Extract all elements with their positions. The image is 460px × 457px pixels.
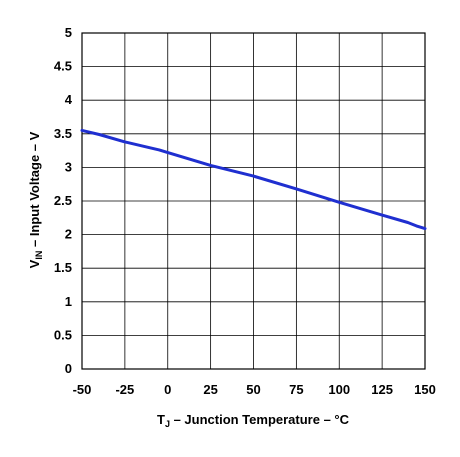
x-tick-label: 0 (164, 382, 171, 397)
y-axis-subscript: IN (34, 251, 44, 260)
x-tick-label: 150 (414, 382, 436, 397)
y-tick-label: 2 (65, 227, 72, 242)
y-axis-title: VIN – Input Voltage – V (27, 131, 44, 268)
x-tick-label: 125 (371, 382, 393, 397)
y-axis-symbol: V (27, 259, 42, 268)
y-tick-label: 2.5 (54, 193, 72, 208)
y-tick-label: 3.5 (54, 126, 72, 141)
x-tick-label: 50 (246, 382, 260, 397)
y-tick-label: 4.5 (54, 59, 72, 74)
x-tick-label: -50 (73, 382, 92, 397)
y-tick-label: 5 (65, 25, 72, 40)
y-tick-label: 0.5 (54, 327, 72, 342)
series-line-1 (80, 128, 427, 231)
y-tick-label: 1.5 (54, 260, 72, 275)
series-layer (80, 128, 427, 231)
x-tick-labels: -50 -25 0 25 50 75 100 125 150 (73, 382, 436, 397)
y-tick-label: 4 (65, 92, 73, 107)
y-tick-labels: 0 0.5 1 1.5 2 2.5 3 3.5 4 4.5 5 (54, 25, 73, 376)
y-tick-label: 3 (65, 159, 72, 174)
x-axis-title: TJ – Junction Temperature – °C (157, 412, 350, 429)
plot-frame (81, 32, 426, 370)
x-axis-subscript: J (165, 419, 170, 429)
x-tick-label: 100 (328, 382, 350, 397)
y-axis-title-text: – Input Voltage – V (27, 131, 42, 250)
x-tick-label: -25 (115, 382, 134, 397)
y-tick-label: 1 (65, 294, 72, 309)
x-tick-label: 25 (203, 382, 217, 397)
x-axis-title-text: – Junction Temperature – °C (170, 412, 350, 427)
y-tick-label: 0 (65, 361, 72, 376)
x-tick-label: 75 (289, 382, 303, 397)
x-axis-symbol: T (157, 412, 165, 427)
